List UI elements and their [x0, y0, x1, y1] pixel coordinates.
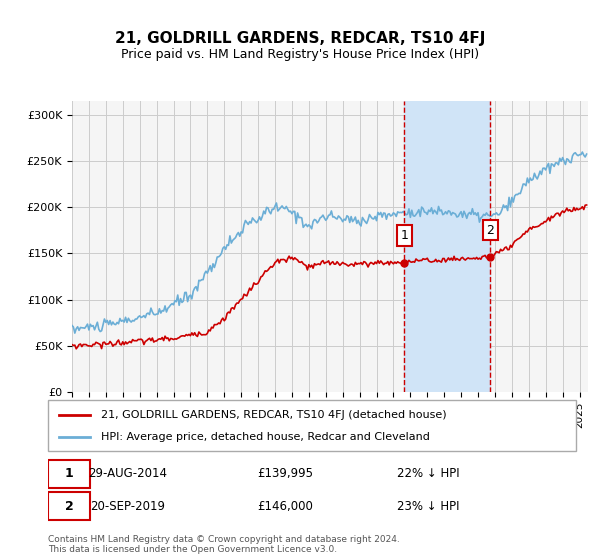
FancyBboxPatch shape: [48, 400, 576, 451]
FancyBboxPatch shape: [48, 460, 90, 488]
Text: 23% ↓ HPI: 23% ↓ HPI: [397, 500, 460, 512]
Text: £146,000: £146,000: [257, 500, 314, 512]
Text: HPI: Average price, detached house, Redcar and Cleveland: HPI: Average price, detached house, Redc…: [101, 432, 430, 442]
Text: 22% ↓ HPI: 22% ↓ HPI: [397, 468, 460, 480]
FancyBboxPatch shape: [48, 492, 90, 520]
Bar: [404, 101, 490, 392]
Text: Contains HM Land Registry data © Crown copyright and database right 2024.
This d: Contains HM Land Registry data © Crown c…: [48, 535, 400, 554]
Text: 1: 1: [401, 229, 409, 242]
Text: Price paid vs. HM Land Registry's House Price Index (HPI): Price paid vs. HM Land Registry's House …: [121, 48, 479, 60]
Text: 2: 2: [65, 500, 73, 512]
Text: 2: 2: [486, 223, 494, 237]
Text: 20-SEP-2019: 20-SEP-2019: [90, 500, 164, 512]
Text: £139,995: £139,995: [257, 468, 314, 480]
Text: 21, GOLDRILL GARDENS, REDCAR, TS10 4FJ: 21, GOLDRILL GARDENS, REDCAR, TS10 4FJ: [115, 31, 485, 46]
Text: 29-AUG-2014: 29-AUG-2014: [88, 468, 167, 480]
Text: 21, GOLDRILL GARDENS, REDCAR, TS10 4FJ (detached house): 21, GOLDRILL GARDENS, REDCAR, TS10 4FJ (…: [101, 409, 446, 419]
Text: 1: 1: [65, 468, 73, 480]
